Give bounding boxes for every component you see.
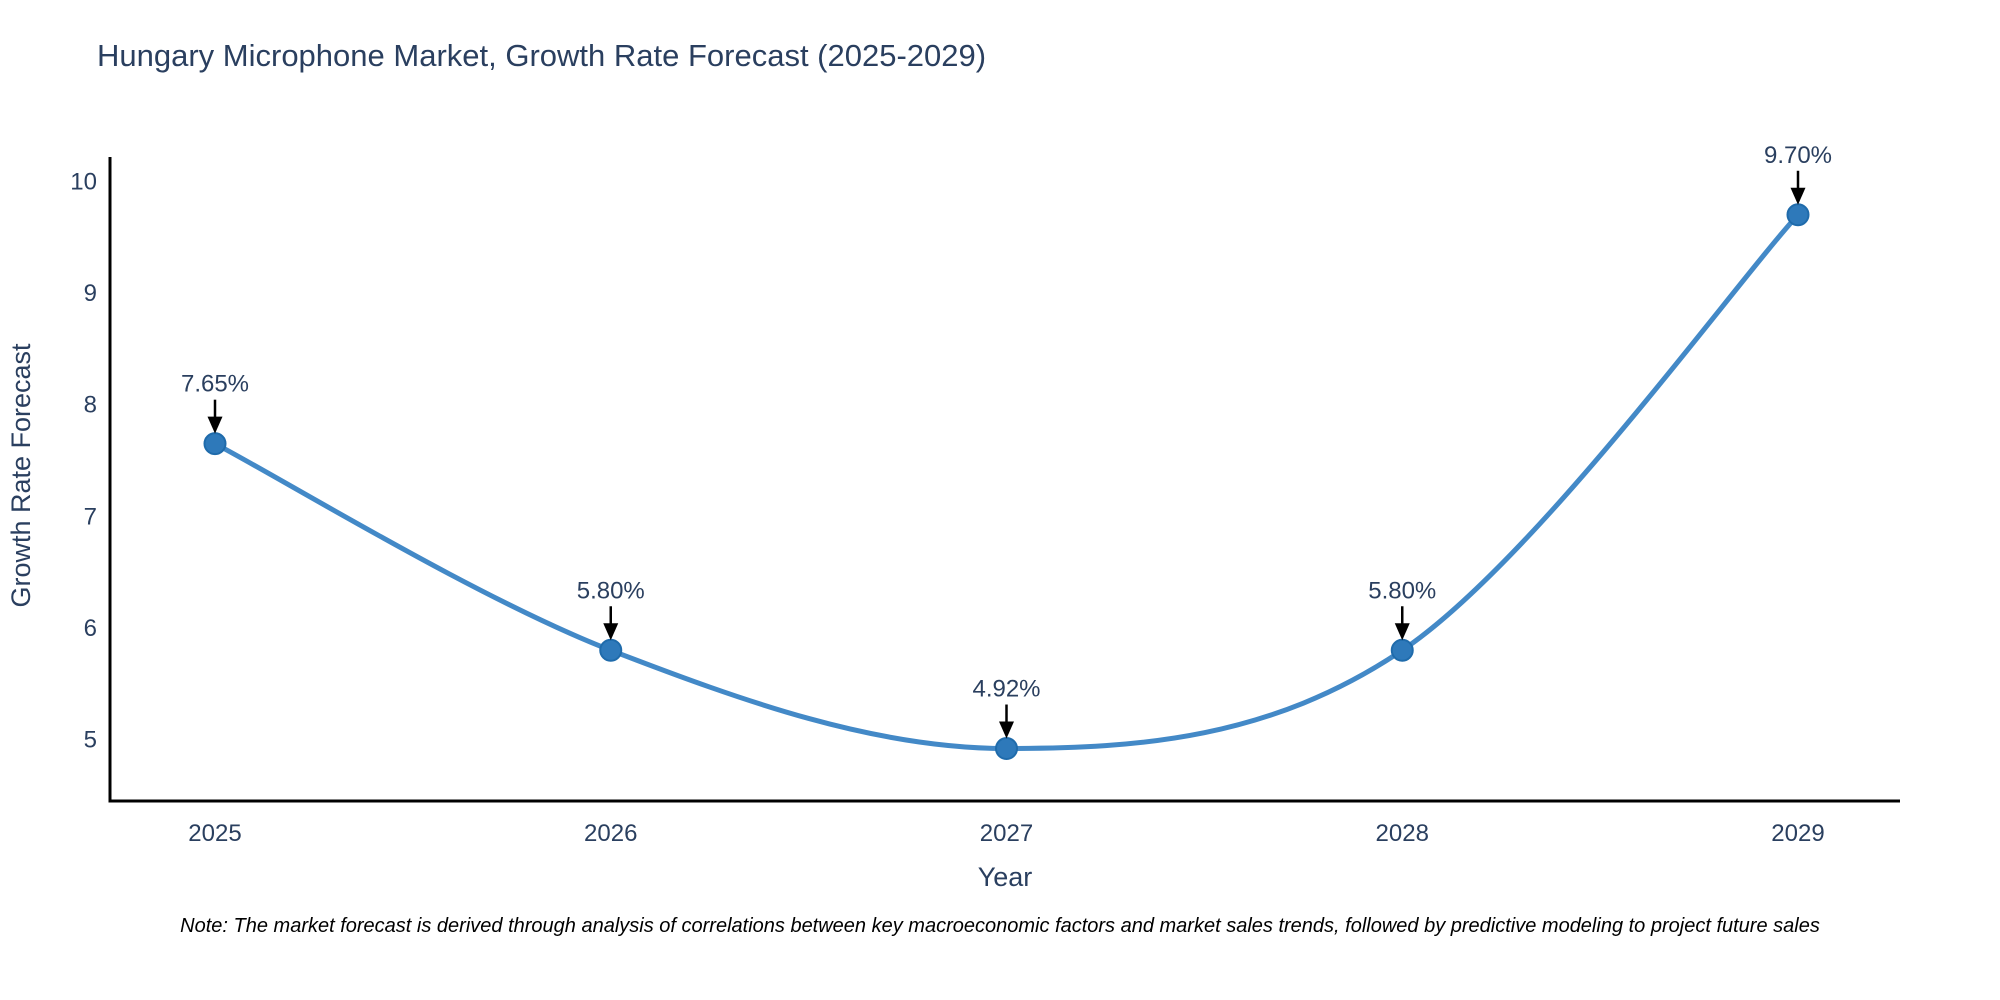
annotation-label-2029: 9.70%: [1764, 142, 1832, 169]
x-tick-label-2029: 2029: [1771, 820, 1824, 847]
y-tick-label-7: 7: [84, 503, 97, 530]
data-point-2028[interactable]: [1390, 638, 1414, 662]
data-point-2027[interactable]: [995, 737, 1018, 761]
y-tick-label-6: 6: [84, 615, 97, 642]
annotation-arrowhead-icon-2025: [207, 416, 223, 434]
annotation-label-2026: 5.80%: [577, 577, 645, 604]
x-tick-label-2027: 2027: [980, 820, 1033, 847]
annotation-arrowhead-icon-2027: [999, 721, 1014, 739]
x-axis-title: Year: [978, 862, 1033, 892]
forecast-line: [212, 212, 1801, 752]
y-tick-label-5: 5: [84, 727, 97, 754]
annotation-arrowhead-icon-2026: [603, 623, 619, 641]
x-tick-label-2026: 2026: [584, 820, 637, 847]
y-axis-title: Growth Rate Forecast: [6, 343, 36, 608]
y-tick-label-8: 8: [84, 392, 97, 419]
annotation-label-2025: 7.65%: [181, 371, 249, 398]
chart-note: Note: The market forecast is derived thr…: [180, 915, 1820, 937]
annotation-arrowhead-icon-2028: [1394, 623, 1410, 641]
annotation-arrowhead-icon-2029: [1790, 187, 1806, 205]
data-point-2026[interactable]: [599, 638, 623, 662]
annotation-label-2028: 5.80%: [1368, 577, 1436, 604]
y-tick-label-10: 10: [70, 168, 97, 195]
y-tick-label-9: 9: [84, 280, 97, 307]
chart-title: Hungary Microphone Market, Growth Rate F…: [97, 38, 987, 73]
x-tick-label-2025: 2025: [188, 820, 241, 847]
x-tick-label-2028: 2028: [1376, 820, 1429, 847]
annotation-label-2027: 4.92%: [972, 676, 1040, 703]
data-point-2029[interactable]: [1786, 203, 1810, 227]
data-point-2025[interactable]: [203, 432, 227, 456]
